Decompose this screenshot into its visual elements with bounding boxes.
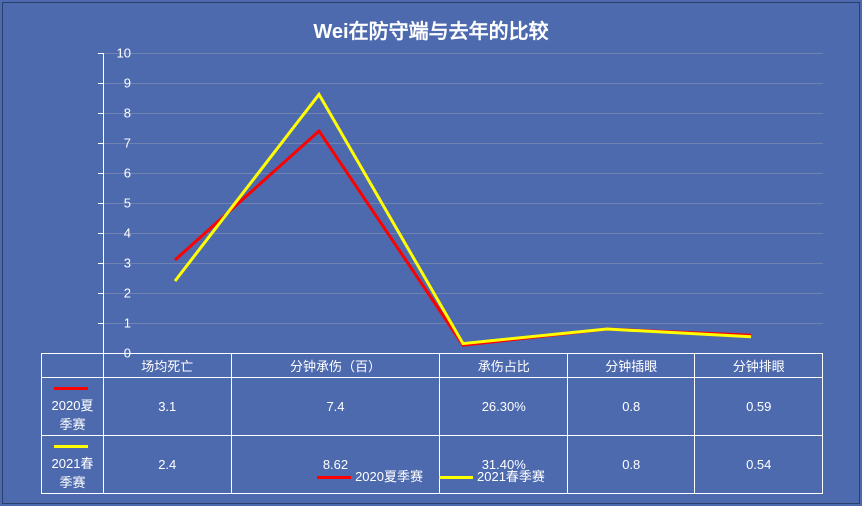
legend-label: 2021春季赛 — [477, 469, 545, 484]
legend-item: 2020夏季赛 — [317, 466, 423, 485]
plot-area — [103, 53, 823, 353]
table-category-header: 场均死亡 — [104, 354, 232, 378]
table-category-header: 分钟承伤（百） — [231, 354, 440, 378]
y-tick-label: 4 — [101, 226, 131, 241]
table-row: 2020夏季赛 3.17.426.30%0.80.59 — [42, 378, 823, 436]
series-color-swatch — [54, 387, 88, 390]
y-tick-label: 7 — [101, 136, 131, 151]
series-line — [175, 131, 751, 345]
table-corner-cell — [42, 354, 104, 378]
y-tick-label: 2 — [101, 286, 131, 301]
series-name-label: 2020夏季赛 — [52, 398, 94, 432]
table-cell: 0.8 — [567, 378, 695, 436]
table-category-header: 承伤占比 — [440, 354, 568, 378]
legend-color-swatch — [317, 476, 351, 479]
y-tick-label: 8 — [101, 106, 131, 121]
table-category-header: 分钟排眼 — [695, 354, 823, 378]
table-cell: 26.30% — [440, 378, 568, 436]
table-header-row: 场均死亡分钟承伤（百）承伤占比分钟插眼分钟排眼 — [42, 354, 823, 378]
legend-item: 2021春季赛 — [439, 466, 545, 485]
chart-container: Wei在防守端与去年的比较 012345678910 场均死亡分钟承伤（百）承伤… — [2, 2, 860, 504]
chart-lines-svg — [103, 53, 823, 353]
y-tick-label: 5 — [101, 196, 131, 211]
series-line — [175, 94, 751, 343]
table-cell: 0.59 — [695, 378, 823, 436]
legend-color-swatch — [439, 476, 473, 479]
y-tick-label: 9 — [101, 76, 131, 91]
table-category-header: 分钟插眼 — [567, 354, 695, 378]
table-series-header: 2020夏季赛 — [42, 378, 104, 436]
legend: 2020夏季赛 2021春季赛 — [3, 466, 859, 485]
y-tick-label: 10 — [101, 46, 131, 61]
series-color-swatch — [54, 445, 88, 448]
chart-title: Wei在防守端与去年的比较 — [3, 15, 859, 44]
y-tick-label: 3 — [101, 256, 131, 271]
legend-label: 2020夏季赛 — [355, 469, 423, 484]
y-tick-label: 6 — [101, 166, 131, 181]
table-cell: 3.1 — [104, 378, 232, 436]
y-tick-label: 1 — [101, 316, 131, 331]
table-cell: 7.4 — [231, 378, 440, 436]
